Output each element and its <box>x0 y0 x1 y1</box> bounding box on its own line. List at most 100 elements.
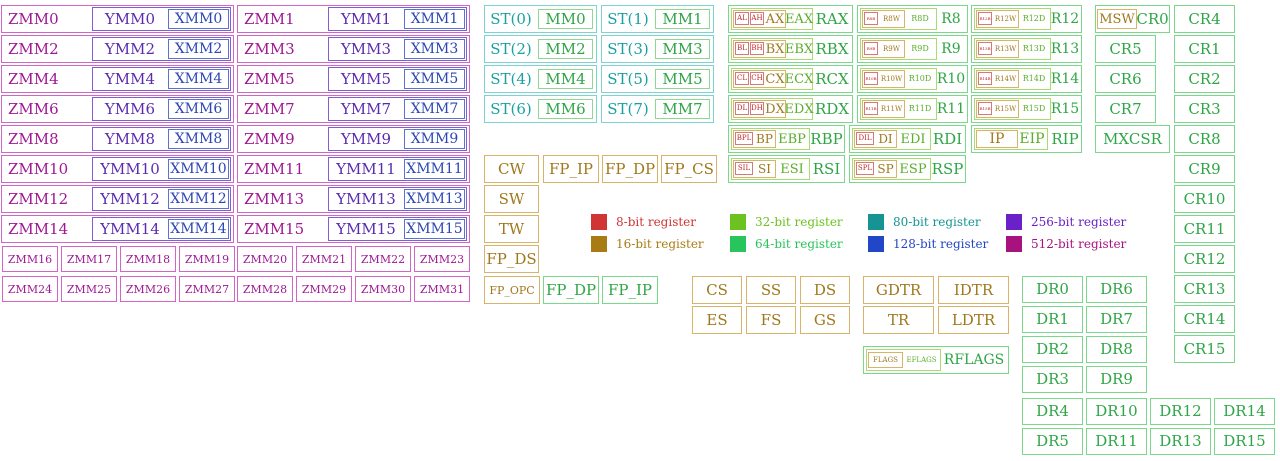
fpu-cs: FP_CS <box>661 155 717 183</box>
gpr8-high-box: BH <box>750 42 764 55</box>
st-label: ST(3) <box>607 39 649 58</box>
gpr8-box: DIL <box>856 132 874 145</box>
ymm-container <box>92 187 231 211</box>
zmm-small-box: ZMM24 <box>2 276 58 302</box>
fpu-ds: FP_DS <box>484 245 539 273</box>
ymm-label: YMM1 <box>340 9 392 28</box>
st-label: ST(1) <box>607 9 649 28</box>
debug-register-box: DR13 <box>1150 428 1211 455</box>
gpr32-container <box>731 38 813 60</box>
zmm-small-box: ZMM30 <box>355 276 411 302</box>
fpu-dp2: FP_DP <box>543 276 599 304</box>
legend-swatch <box>1006 214 1022 230</box>
gpr64-container <box>728 65 853 93</box>
gpr16-container <box>733 40 786 58</box>
mm-box: MM0 <box>538 9 593 29</box>
debug-register-box: DR5 <box>1022 428 1083 455</box>
control-register-box: CR8 <box>1174 125 1235 153</box>
cr0-label: CR0 <box>1136 9 1169 28</box>
segment-register-box: ES <box>692 306 742 334</box>
xmm-box: XMM6 <box>168 99 229 119</box>
zmm-label: ZMM1 <box>244 9 295 28</box>
rip-label: RIP <box>1051 129 1079 148</box>
legend-swatch <box>1006 236 1022 252</box>
control-register-box: CR2 <box>1174 65 1235 93</box>
zmm-label: ZMM0 <box>8 9 59 28</box>
gpr64-label: RAX <box>815 9 849 28</box>
mm-box: MM3 <box>655 39 710 59</box>
gpr64-container <box>728 125 845 153</box>
eip-container <box>974 128 1048 150</box>
ymm-container <box>328 97 467 121</box>
fpu-opc: FP_OPC <box>484 276 540 304</box>
legend-swatch <box>868 236 884 252</box>
fpu-ip2: FP_IP <box>602 276 658 304</box>
control-register-box: CR4 <box>1174 5 1235 33</box>
debug-register-box: DR3 <box>1022 366 1083 393</box>
gpr32-label: EBP <box>778 131 806 147</box>
mm-box: MM5 <box>655 69 710 89</box>
ymm-container <box>92 217 231 241</box>
rip-container <box>971 125 1082 153</box>
legend-swatch <box>868 214 884 230</box>
ymm-container <box>328 157 467 181</box>
gpr64-label: RSI <box>812 159 841 178</box>
gpr8-box: R10B <box>864 72 878 85</box>
st-container <box>601 5 714 33</box>
legend-swatch <box>730 236 746 252</box>
zmm-container <box>237 185 470 213</box>
gpr16-label: R8W <box>883 14 900 23</box>
eflags-container <box>866 349 941 371</box>
gpr16-label: CX <box>765 71 785 87</box>
gpr64-container <box>857 35 968 63</box>
gpr32-label: R14D <box>1022 74 1046 83</box>
debug-register-box: DR6 <box>1086 276 1147 303</box>
ymm-label: YMM2 <box>104 39 156 58</box>
gpr32-label: ESP <box>899 161 927 177</box>
legend-label: 32-bit register <box>755 215 843 229</box>
xmm-box: XMM0 <box>168 9 229 29</box>
gpr8-low-box: CL <box>735 72 749 85</box>
gpr16-container <box>862 10 905 28</box>
ymm-container <box>92 37 231 61</box>
gpr16-container <box>862 100 905 118</box>
control-register-box: CR13 <box>1174 275 1235 303</box>
gpr16-label: R15W <box>994 104 1017 113</box>
st-container <box>601 35 714 63</box>
gpr32-container <box>852 158 931 180</box>
gpr32-container <box>731 8 813 30</box>
zmm-small-box: ZMM27 <box>179 276 235 302</box>
zmm-small-box: ZMM22 <box>355 246 411 272</box>
segment-register-box: CS <box>692 276 742 304</box>
gpr8-box: R9B <box>864 42 878 55</box>
zmm-label: ZMM11 <box>244 159 305 178</box>
zmm-small-box: ZMM21 <box>296 246 352 272</box>
zmm-container <box>1 185 234 213</box>
ymm-container <box>328 7 467 31</box>
flags-box: FLAGS <box>868 352 903 368</box>
zmm-small-box: ZMM31 <box>414 276 470 302</box>
zmm-container <box>237 125 470 153</box>
debug-register-box: DR11 <box>1086 428 1147 455</box>
gpr64-label: R14 <box>1050 71 1080 87</box>
st-label: ST(0) <box>490 9 532 28</box>
mm-box: MM1 <box>655 9 710 29</box>
xmm-box: XMM8 <box>168 129 229 149</box>
gpr32-container <box>731 158 810 180</box>
gpr64-label: RBX <box>815 39 849 58</box>
zmm-label: ZMM7 <box>244 99 295 118</box>
debug-register-box: DR14 <box>1214 398 1275 425</box>
zmm-small-box: ZMM29 <box>296 276 352 302</box>
zmm-container <box>237 35 470 63</box>
gpr32-container <box>860 68 937 90</box>
zmm-small-box: ZMM26 <box>120 276 176 302</box>
ymm-label: YMM10 <box>100 159 160 178</box>
gpr64-container <box>849 125 966 153</box>
zmm-label: ZMM5 <box>244 69 295 88</box>
zmm-container <box>237 155 470 183</box>
zmm-small-box: ZMM28 <box>237 276 293 302</box>
gpr32-label: ESI <box>780 161 804 177</box>
ymm-label: YMM8 <box>104 129 156 148</box>
gpr16-label: BP <box>756 132 773 146</box>
mm-box: MM2 <box>538 39 593 59</box>
